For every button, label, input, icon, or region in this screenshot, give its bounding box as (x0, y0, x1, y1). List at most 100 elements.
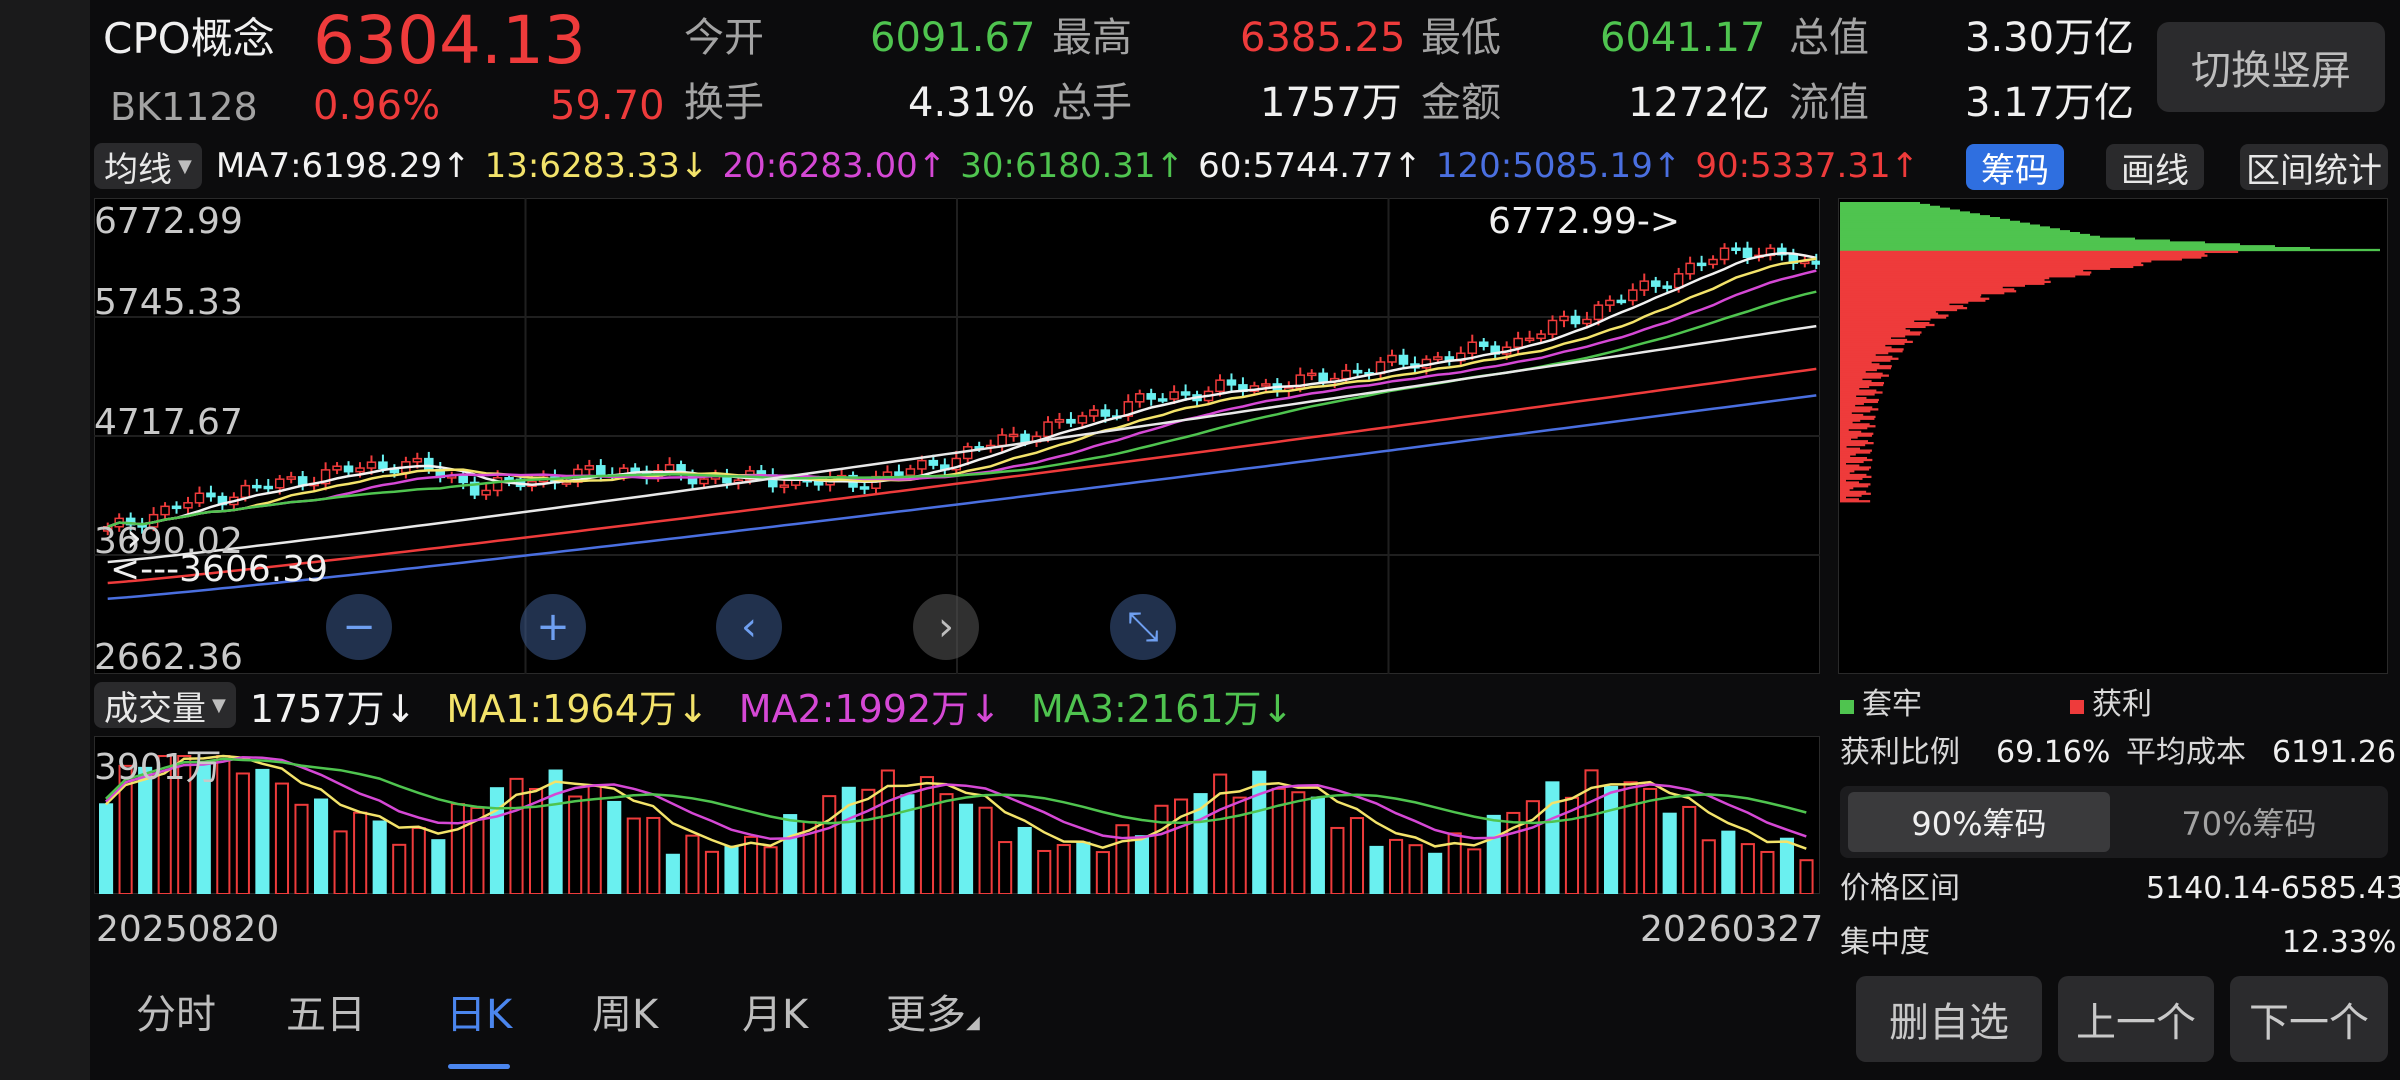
kline-chart[interactable] (94, 198, 1820, 674)
indicator-selector[interactable]: 成交量 ▼ (94, 682, 236, 729)
tab-daily-k[interactable]: 日K (446, 992, 513, 1038)
volume-ma-line (105, 755, 1807, 841)
chip-row (1840, 217, 2000, 220)
chip-row (1840, 434, 1872, 437)
chip-row (1840, 449, 1872, 452)
chip-row (1840, 419, 1861, 422)
tab-intraday[interactable]: 分时 (136, 992, 216, 1038)
chip-row (1840, 237, 2135, 240)
chip-row (1840, 295, 1981, 299)
volume-bar (138, 766, 153, 894)
candle-body (1708, 258, 1718, 266)
candle-body (1605, 299, 1615, 306)
chip-row (1840, 312, 1939, 315)
chip-row (1840, 273, 2091, 276)
chip-row (1840, 500, 1871, 503)
chip-row (1840, 344, 1886, 347)
chevron-right-icon[interactable]: › (126, 515, 142, 561)
chip-row (1840, 355, 1893, 359)
ma-item-60: 60:5744.77↑ (1198, 146, 1422, 186)
chip-row (1840, 262, 2142, 265)
candle-body (320, 469, 331, 485)
chip-row (1840, 443, 1866, 447)
volume-bar (1037, 849, 1052, 894)
candle-body (1731, 247, 1741, 251)
chip-row (1840, 412, 1852, 415)
candle-body (1100, 409, 1111, 417)
chip-row (1840, 284, 2025, 287)
candle-body (1352, 369, 1363, 374)
candle-body (1318, 372, 1328, 383)
chip-row (1840, 278, 2045, 282)
chip-row (1840, 498, 1859, 501)
volume-bar (1721, 830, 1736, 894)
chip-row (1840, 447, 1860, 450)
tab-more[interactable]: 更多◢ (886, 995, 980, 1035)
candle-body (951, 457, 962, 471)
candle-body (1673, 273, 1684, 289)
candle-body (882, 471, 893, 478)
chip-row (1840, 488, 1850, 492)
zoom-in-icon[interactable]: + (520, 594, 586, 660)
scroll-left-icon[interactable]: ‹ (716, 594, 782, 660)
ma-item-13: 13:6283.33↓ (484, 146, 709, 186)
chip-row (1840, 477, 1863, 480)
switch-portrait-button[interactable]: 切换竖屏 (2157, 22, 2385, 112)
tab-five-day[interactable]: 五日 (286, 992, 366, 1038)
draw-line-button[interactable]: 画线 (2106, 144, 2204, 191)
candle-body (206, 492, 216, 498)
chip-row (1840, 376, 1882, 379)
candle-body (1398, 354, 1409, 365)
next-button[interactable]: 下一个 (2230, 976, 2388, 1062)
tab-weekly-k[interactable]: 周K (592, 992, 659, 1038)
volume-bar (1134, 835, 1150, 894)
candle-body (1536, 333, 1546, 340)
chip-row (1840, 370, 1866, 374)
interval-stats-button[interactable]: 区间统计 (2240, 144, 2388, 191)
ma-line-120 (107, 394, 1817, 601)
chip-row (1840, 490, 1867, 494)
chips-button[interactable]: 筹码 (1966, 144, 2064, 191)
chip-row (1840, 475, 1872, 479)
candle-body (699, 478, 709, 485)
candle-body (997, 434, 1007, 447)
chip-row (1840, 359, 1891, 362)
previous-button[interactable]: 上一个 (2058, 976, 2214, 1062)
tab-70-chips[interactable]: 70%筹码 (2181, 805, 2317, 843)
chip-row (1840, 393, 1875, 396)
ma-selector[interactable]: 均线 ▼ (94, 143, 202, 190)
volume-bar (294, 803, 309, 894)
volume-value: 1757万 (1260, 80, 1402, 126)
chip-row (1840, 425, 1876, 428)
candle-body (1662, 285, 1672, 289)
candle-body (1146, 393, 1156, 400)
dropdown-icon: ▼ (212, 694, 226, 716)
candle-body (1547, 319, 1558, 335)
price-axis-label: 3690.02 (94, 521, 243, 562)
chip-row (1840, 277, 2050, 280)
chip-row (1840, 207, 1950, 210)
collapse-icon[interactable]: ⤡ (1110, 594, 1176, 660)
scroll-right-icon[interactable]: › (913, 594, 979, 660)
chip-row (1840, 203, 1930, 207)
low-label: 最低 (1421, 15, 1501, 61)
chip-row (1840, 333, 1921, 336)
chip-row (1840, 445, 1847, 449)
volume-current: 1757万↓ (249, 686, 417, 731)
volume-bar (1428, 852, 1443, 894)
chip-row (1840, 385, 1870, 389)
chip-row (1840, 404, 1856, 407)
volume-bar (1779, 837, 1795, 894)
chip-row (1840, 472, 1850, 475)
chip-row (1840, 243, 2240, 246)
total-value: 3.30万亿 (1965, 15, 2135, 61)
remove-watchlist-button[interactable]: 删自选 (1856, 976, 2042, 1062)
amount-label: 金额 (1421, 80, 1501, 126)
tab-monthly-k[interactable]: 月K (742, 992, 809, 1038)
volume-bar (724, 845, 739, 894)
volume-bar (704, 850, 720, 894)
zoom-out-icon[interactable]: − (326, 594, 392, 660)
tab-90-chips[interactable]: 90%筹码 (1848, 792, 2110, 852)
volume-bar (1740, 843, 1755, 894)
volume-chart[interactable] (94, 736, 1820, 894)
